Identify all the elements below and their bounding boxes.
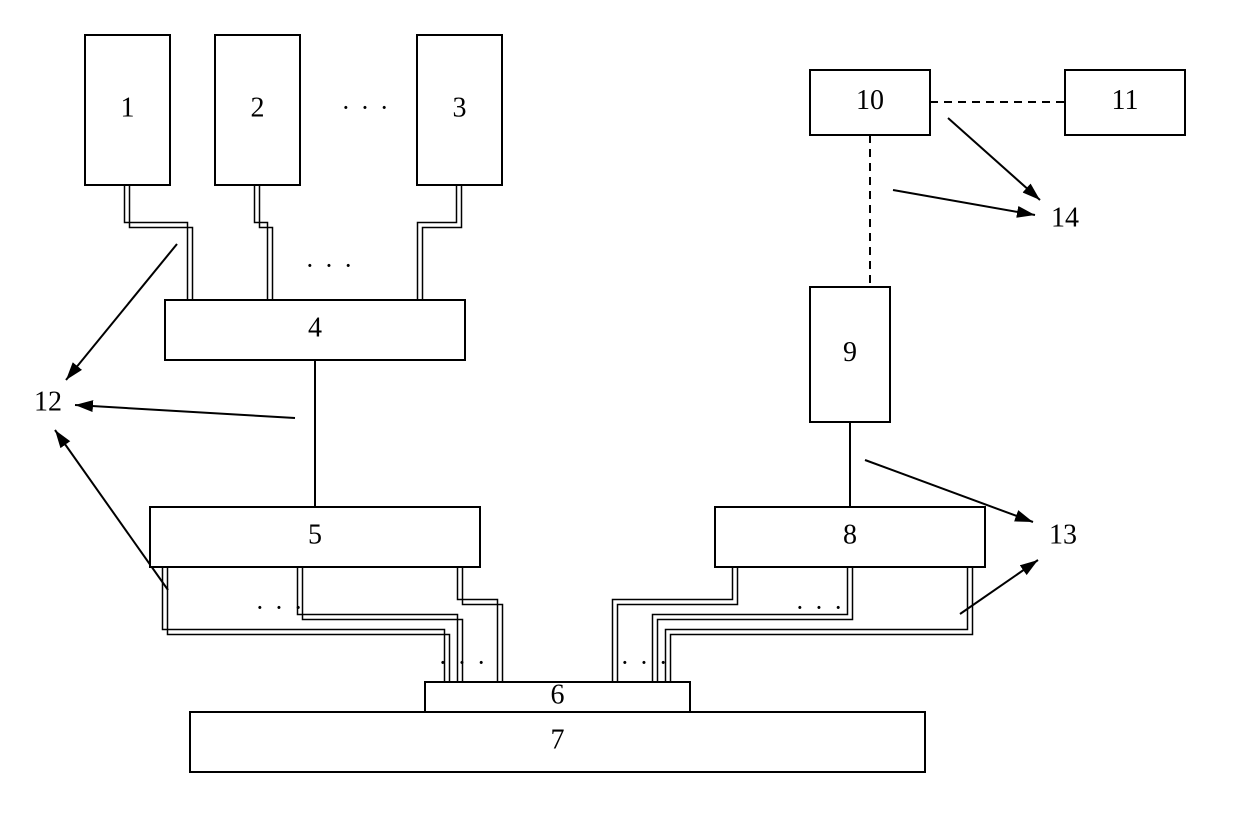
connector-c8to6b-a xyxy=(658,567,853,682)
connector-c5to6a-b xyxy=(163,567,445,682)
connector-c1to4-b xyxy=(125,185,188,300)
node-label-n8: 8 xyxy=(843,519,857,550)
arrow-a14b xyxy=(893,190,1035,215)
arrow-a13b xyxy=(960,560,1038,614)
arrow-a12a xyxy=(66,244,177,380)
free-label-l13: 13 xyxy=(1049,519,1077,550)
block-diagram: 1234567891011 · · ·· · ·· · ·· · ·· · ··… xyxy=(0,0,1240,839)
arrow-a14a xyxy=(948,118,1040,200)
connector-c8to6a-a xyxy=(671,567,973,682)
connector-c1to4-a xyxy=(130,185,193,300)
connector-c8to6a-b xyxy=(666,567,968,682)
ellipsis-1: · · · xyxy=(306,251,355,280)
node-label-n7: 7 xyxy=(551,724,565,755)
node-label-n6: 6 xyxy=(551,679,565,710)
node-label-n1: 1 xyxy=(121,92,135,123)
node-label-n3: 3 xyxy=(453,92,467,123)
node-label-n4: 4 xyxy=(308,312,322,343)
node-label-n2: 2 xyxy=(251,92,265,123)
arrow-a12b xyxy=(75,405,295,418)
connector-c8to6b-b xyxy=(653,567,848,682)
ellipsis-2: · · · xyxy=(256,593,305,622)
node-label-n9: 9 xyxy=(843,337,857,368)
ellipsis-4: · · · xyxy=(621,648,670,677)
ellipsis-3: · · · xyxy=(439,648,488,677)
node-label-n5: 5 xyxy=(308,519,322,550)
node-label-n11: 11 xyxy=(1112,85,1139,116)
connector-c2to4-b xyxy=(255,185,268,300)
ellipsis-0: · · · xyxy=(342,93,391,122)
connector-c2to4-a xyxy=(260,185,273,300)
free-label-l12: 12 xyxy=(34,386,62,417)
node-label-n10: 10 xyxy=(856,85,884,116)
connector-c3to4-a xyxy=(423,185,462,300)
ellipsis-5: · · · xyxy=(796,593,845,622)
connector-c5to6b-b xyxy=(298,567,458,682)
connector-c3to4-b xyxy=(418,185,457,300)
connector-c5to6a-a xyxy=(168,567,450,682)
free-label-l14: 14 xyxy=(1051,202,1079,233)
